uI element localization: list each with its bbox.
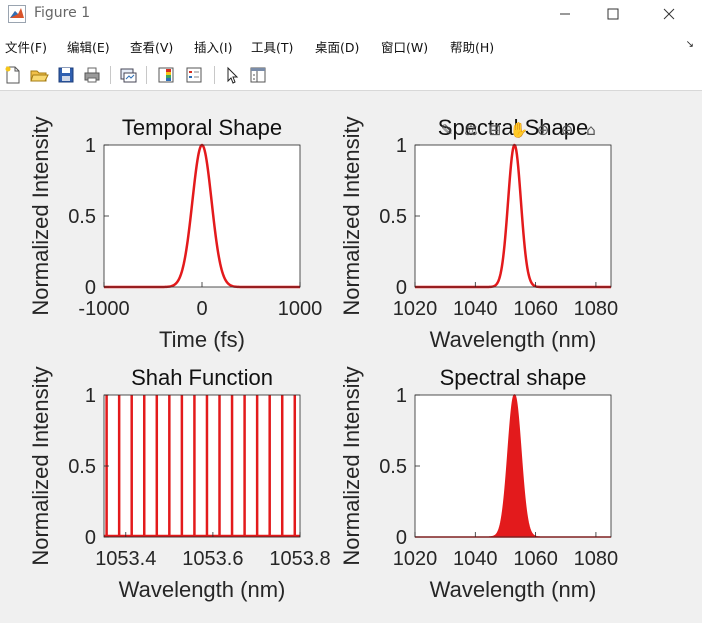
x-axis-label: Time (fs) xyxy=(159,327,245,352)
matlab-logo-icon xyxy=(8,5,26,23)
axes-background xyxy=(104,145,300,287)
open-file-icon[interactable] xyxy=(29,65,49,85)
y-tick-label: 1 xyxy=(85,385,96,407)
chart-4: 0 0.5 1 1020 1040 1060 1080 Spectral shape Wavel… xyxy=(339,365,618,602)
legend-icon[interactable] xyxy=(184,65,204,85)
x-tick-label: 1040 xyxy=(453,548,498,570)
y-axis-label: Normalized Intensity xyxy=(28,366,53,565)
x-tick-label: 1020 xyxy=(393,298,438,320)
x-tick-label: 1053.6 xyxy=(182,548,243,570)
figure-canvas: 0 0.5 1 -1000 0 1000 Temporal Shape Time (fs) No… xyxy=(0,91,702,623)
edit-plot-arrow-icon[interactable] xyxy=(222,65,242,85)
chart-title: Spectral shape xyxy=(440,365,587,390)
figure-toolbar xyxy=(0,60,702,91)
y-tick-label: 0 xyxy=(396,527,407,549)
y-tick-label: 1 xyxy=(396,385,407,407)
chart-title: Temporal Shape xyxy=(122,115,282,140)
menu-view[interactable]: 查看(V) xyxy=(130,40,174,55)
x-tick-label: 1060 xyxy=(513,298,558,320)
menu-desktop[interactable]: 桌面(D) xyxy=(315,40,360,55)
axes-toolbar: ✎ ⚖ ⊟ ✋ ⊕ ⊖ ⌂ xyxy=(436,118,602,144)
minimize-button[interactable] xyxy=(542,0,588,28)
chart-title: Shah Function xyxy=(131,365,273,390)
export-icon[interactable]: ⊟ xyxy=(488,121,502,139)
x-axis-label: Wavelength (nm) xyxy=(430,577,597,602)
x-tick-label: 1080 xyxy=(574,298,619,320)
comb-series xyxy=(104,395,300,538)
x-tick-label: 0 xyxy=(196,298,207,320)
y-tick-label: 0 xyxy=(85,277,96,299)
x-tick-label: 1020 xyxy=(393,548,438,570)
menu-bar: 文件(F) 编辑(E) 查看(V) 插入(I) 工具(T) 桌面(D) 窗口(W… xyxy=(0,33,702,57)
x-tick-label: -1000 xyxy=(78,298,129,320)
y-tick-label: 0 xyxy=(85,527,96,549)
new-figure-icon[interactable] xyxy=(3,65,23,85)
menu-help[interactable]: 帮助(H) xyxy=(450,40,495,55)
maximize-button[interactable] xyxy=(590,0,636,28)
x-tick-label: 1040 xyxy=(453,298,498,320)
x-tick-label: 1053.4 xyxy=(95,548,156,570)
menu-file[interactable]: 文件(F) xyxy=(5,40,47,55)
title-bar: Figure 1 xyxy=(0,0,702,28)
brush-icon[interactable]: ✎ xyxy=(440,121,454,139)
y-tick-label: 0.5 xyxy=(379,206,407,228)
y-axis-label: Normalized Intensity xyxy=(339,366,364,565)
chart-3: 0 0.5 1 1053.4 1053.6 1053.8 Shah Function Wave… xyxy=(28,365,331,602)
x-tick-label: 1060 xyxy=(513,548,558,570)
axes-background xyxy=(104,395,300,537)
y-tick-label: 0.5 xyxy=(68,206,96,228)
menu-insert[interactable]: 插入(I) xyxy=(194,40,233,55)
menu-overflow-icon[interactable]: ↘ xyxy=(685,39,694,50)
close-icon xyxy=(663,8,675,20)
save-icon[interactable] xyxy=(56,65,76,85)
property-inspector-icon[interactable] xyxy=(248,65,268,85)
x-axis-label: Wavelength (nm) xyxy=(430,327,597,352)
toolbar-separator xyxy=(146,66,147,84)
pan-hand-icon[interactable]: ✋ xyxy=(509,121,529,139)
y-tick-label: 0.5 xyxy=(68,456,96,478)
y-tick-label: 1 xyxy=(85,135,96,157)
y-tick-label: 0.5 xyxy=(379,456,407,478)
chart-2: 0 0.5 1 1020 1040 1060 1080 Spectral Shape Wavel… xyxy=(339,115,618,352)
x-tick-label: 1053.8 xyxy=(269,548,330,570)
minimize-icon xyxy=(560,13,570,15)
home-icon[interactable]: ⌂ xyxy=(586,121,596,139)
print-icon[interactable] xyxy=(82,65,102,85)
chart-title: Spectral Shape xyxy=(438,115,588,140)
window-title: Figure 1 xyxy=(34,5,91,21)
y-tick-label: 0 xyxy=(396,277,407,299)
menu-tools[interactable]: 工具(T) xyxy=(251,40,294,55)
x-tick-label: 1080 xyxy=(574,548,619,570)
zoom-in-icon[interactable]: ⊕ xyxy=(536,121,550,139)
maximize-icon xyxy=(607,8,619,20)
toolbar-separator xyxy=(110,66,111,84)
y-tick-label: 1 xyxy=(396,135,407,157)
toolbar-separator xyxy=(214,66,215,84)
zoom-out-icon[interactable]: ⊖ xyxy=(560,121,574,139)
x-axis-label: Wavelength (nm) xyxy=(119,577,286,602)
menu-edit[interactable]: 编辑(E) xyxy=(67,40,110,55)
data-tips-icon[interactable]: ⚖ xyxy=(464,121,478,139)
close-button[interactable] xyxy=(646,0,692,28)
axes-background xyxy=(415,145,611,287)
y-axis-label: Normalized Intensity xyxy=(339,116,364,315)
y-axis-label: Normalized Intensity xyxy=(28,116,53,315)
link-plot-icon[interactable] xyxy=(118,65,138,85)
colorbar-icon[interactable] xyxy=(156,65,176,85)
menu-window[interactable]: 窗口(W) xyxy=(381,40,429,55)
x-tick-label: 1000 xyxy=(278,298,323,320)
